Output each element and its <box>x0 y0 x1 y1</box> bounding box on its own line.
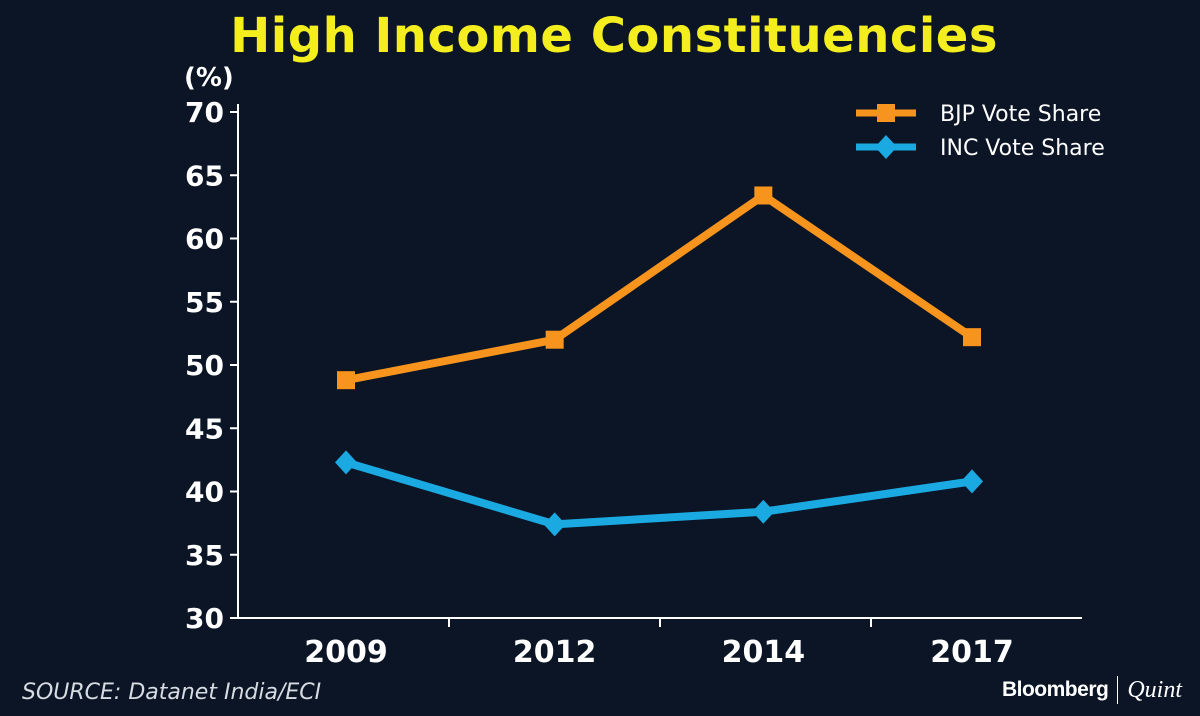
chart-series <box>335 186 983 537</box>
inc-data-point <box>335 450 357 475</box>
inc-legend-marker <box>875 135 897 159</box>
brand-secondary: Quint <box>1127 676 1182 703</box>
inc-data-point <box>961 469 983 494</box>
y-tick-label: 55 <box>185 286 224 319</box>
y-tick-label: 30 <box>185 602 224 635</box>
x-tick-label: 2009 <box>304 635 388 670</box>
chart-title: High Income Constituencies <box>230 8 998 64</box>
y-axis-unit-label: (%) <box>184 63 234 93</box>
bjp-data-point <box>337 371 355 390</box>
chart-legend: BJP Vote Share INC Vote Share <box>856 102 1105 161</box>
y-tick-label: 40 <box>185 476 224 509</box>
inc-data-point <box>543 512 566 537</box>
source-note: SOURCE: Datanet India/ECI <box>22 680 322 705</box>
brand-primary: Bloomberg <box>1001 678 1109 701</box>
x-tick-label: 2014 <box>722 635 806 670</box>
bjp-legend-label: BJP Vote Share <box>940 102 1101 127</box>
y-tick-label: 35 <box>185 539 224 572</box>
brand-logo: Bloomberg Quint <box>1002 676 1182 704</box>
bjp-data-point <box>545 330 564 349</box>
y-tick-label: 65 <box>185 159 224 192</box>
y-tick-label: 50 <box>185 349 224 382</box>
y-tick-label: 60 <box>185 223 224 256</box>
inc-series-line <box>344 458 973 529</box>
y-tick-label: 70 <box>185 96 224 129</box>
brand-divider <box>1117 676 1119 704</box>
inc-data-point <box>752 499 775 524</box>
bjp-legend-marker <box>877 104 895 122</box>
x-tick-label: 2012 <box>513 635 597 670</box>
inc-legend-label: INC Vote Share <box>940 136 1105 161</box>
bjp-series-line <box>345 191 975 385</box>
y-tick-label: 45 <box>185 412 224 445</box>
x-tick-label: 2017 <box>930 635 1014 670</box>
bjp-data-point <box>963 328 981 347</box>
x-axis-ticks: 2009 2012 2014 2017 <box>304 618 1014 670</box>
y-axis-ticks: 30 35 40 45 50 55 60 65 70 <box>185 96 238 635</box>
bjp-data-point <box>754 186 773 205</box>
